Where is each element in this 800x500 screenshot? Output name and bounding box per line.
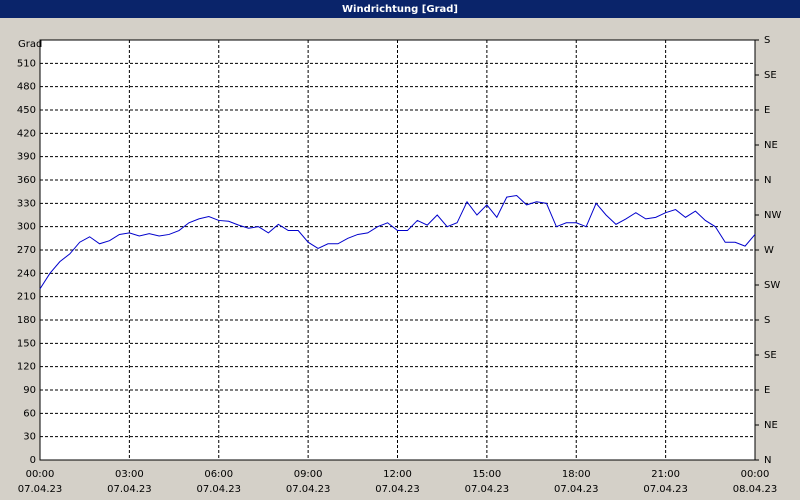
- x-tick-label: 18:00: [562, 469, 591, 480]
- chart-title: Windrichtung [Grad]: [342, 4, 458, 15]
- y-tick-label: 480: [17, 82, 36, 93]
- y-tick-label: 360: [17, 175, 36, 186]
- x-tick-label: 00:00: [26, 469, 55, 480]
- x-tick-label: 21:00: [651, 469, 680, 480]
- y-tick-label: 0: [30, 455, 36, 466]
- x-tick-date: 07.04.23: [196, 484, 241, 495]
- title-bar: [0, 0, 800, 18]
- y2-tick-label: SW: [764, 280, 780, 291]
- y-tick-label: 90: [23, 385, 36, 396]
- y-tick-label: 210: [17, 292, 36, 303]
- y-tick-label: 180: [17, 315, 36, 326]
- y-tick-label: 450: [17, 105, 36, 116]
- x-tick-date: 07.04.23: [375, 484, 420, 495]
- y2-tick-label: S: [764, 315, 770, 326]
- y2-tick-label: NE: [764, 140, 778, 151]
- y2-tick-label: SE: [764, 70, 777, 81]
- y2-tick-label: S: [764, 35, 770, 46]
- x-tick-label: 03:00: [115, 469, 144, 480]
- y2-tick-label: E: [764, 105, 770, 116]
- y2-tick-label: W: [764, 245, 774, 256]
- x-tick-label: 15:00: [472, 469, 501, 480]
- y-tick-label: 60: [23, 408, 36, 419]
- y-tick-label: 330: [17, 198, 36, 209]
- data-line: [39, 195, 756, 290]
- y-tick-label: 420: [17, 128, 36, 139]
- y-tick-label: 240: [17, 268, 36, 279]
- x-tick-date: 07.04.23: [643, 484, 688, 495]
- y-tick-label: 300: [17, 222, 36, 233]
- y-tick-label: 390: [17, 152, 36, 163]
- y2-tick-label: E: [764, 385, 770, 396]
- x-tick-label: 00:00: [741, 469, 770, 480]
- x-tick-date: 07.04.23: [554, 484, 599, 495]
- x-tick-date: 08.04.23: [733, 484, 778, 495]
- x-tick-date: 07.04.23: [18, 484, 63, 495]
- y2-tick-label: N: [764, 455, 771, 466]
- x-tick-date: 07.04.23: [465, 484, 510, 495]
- y-tick-label: 120: [17, 362, 36, 373]
- y-tick-label: 510: [17, 58, 36, 69]
- y2-tick-label: SE: [764, 350, 777, 361]
- y2-tick-label: N: [764, 175, 771, 186]
- x-tick-date: 07.04.23: [286, 484, 331, 495]
- y-tick-label: 30: [23, 432, 36, 443]
- y2-tick-label: NE: [764, 420, 778, 431]
- y-axis-label: Grad: [18, 39, 42, 50]
- x-tick-label: 12:00: [383, 469, 412, 480]
- y-tick-label: 150: [17, 338, 36, 349]
- y2-tick-label: NW: [764, 210, 781, 221]
- x-tick-label: 09:00: [294, 469, 323, 480]
- x-tick-date: 07.04.23: [107, 484, 152, 495]
- y-tick-label: 270: [17, 245, 36, 256]
- x-tick-label: 06:00: [204, 469, 233, 480]
